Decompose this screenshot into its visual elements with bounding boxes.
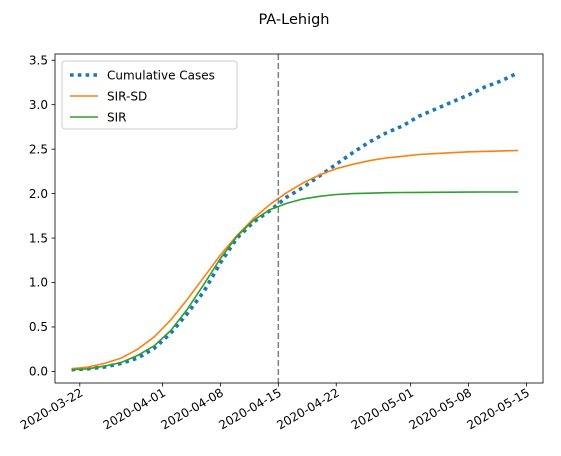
chart-title: PA-Lehigh	[258, 12, 329, 28]
legend-box	[61, 60, 238, 130]
x-tick-label-6: 2020-05-08	[407, 385, 474, 432]
x-tick-label-4: 2020-04-22	[274, 385, 341, 432]
x-tick-label-1: 2020-04-01	[101, 385, 168, 432]
x-axis: 2020-03-22 2020-04-012020-04-082020-04-15…	[18, 383, 532, 432]
y-tick-label-0: 0.0	[29, 365, 48, 379]
legend: Cumulative Cases SIR-SD SIR	[61, 60, 238, 130]
y-tick-label-2: 1.0	[29, 276, 48, 290]
plot-area	[54, 53, 544, 384]
y-axis: 0.0 0.5 1.0 1.5 2.0 2.5 3.0 3.5	[29, 53, 55, 379]
y-tick-label-4: 2.0	[29, 187, 48, 201]
series-layer	[71, 71, 519, 372]
series-line-1	[71, 149, 519, 370]
legend-label-2: SIR	[107, 110, 127, 124]
series-line-0	[71, 71, 519, 372]
x-tick-label-7: 2020-05-15	[465, 385, 532, 432]
x-tick-label-5: 2020-05-01	[349, 385, 416, 432]
legend-label-0: Cumulative Cases	[107, 68, 215, 82]
y-tick-label-7: 3.5	[29, 53, 48, 67]
x-tick-label-2: 2020-04-08	[159, 385, 226, 432]
x-tick-label-0: 2020-03-22	[18, 385, 85, 432]
y-tick-label-6: 3.0	[29, 98, 48, 112]
x-tick-label-3: 2020-04-15	[216, 385, 283, 432]
y-tick-label-1: 0.5	[29, 320, 48, 334]
y-tick-label-5: 2.5	[29, 142, 48, 156]
series-line-2	[71, 191, 519, 371]
y-tick-label-3: 1.5	[29, 231, 48, 245]
legend-label-1: SIR-SD	[107, 89, 147, 103]
